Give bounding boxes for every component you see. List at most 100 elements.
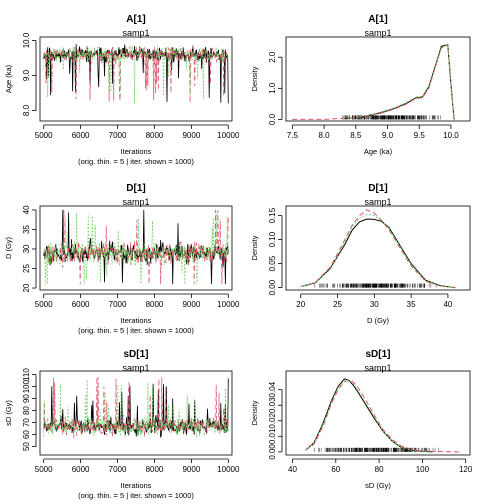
panel-1-subtitle: samp1: [364, 28, 391, 38]
panel-1-series-2-curve: [343, 44, 455, 120]
panel-2-y-tick-label-3: 35: [22, 224, 31, 233]
panel-2-series-2-line: [43, 212, 229, 285]
panel-2-subtitle: samp1: [122, 197, 149, 207]
panel-4-y-tick-label-0: 50: [22, 442, 31, 451]
panel-2-x-tick-label-0: 5000: [35, 300, 53, 309]
panel-4-y-tick-label-6: 110: [22, 368, 31, 381]
panel-2-xlabel: Iterations: [121, 316, 152, 325]
panel-5-frame: [285, 370, 471, 456]
panel-2-note: (orig. thin. = 5 | iter. shown = 1000): [78, 326, 194, 335]
panel-0-xlabel: Iterations: [121, 147, 152, 156]
panel-4-y-tick-label-4: 90: [22, 394, 31, 403]
panel-3-x-tick-label-2: 30: [370, 300, 379, 309]
panel-4-x-tick-label-1: 6000: [72, 465, 90, 474]
panel-5-title: sD[1]: [365, 349, 390, 360]
panel-0-x-tick-label-0: 5000: [35, 131, 53, 140]
panel-5-plot-area: [305, 378, 462, 453]
panel-5-x-tick-label-1: 60: [331, 465, 340, 474]
panel-5-y-tick-label-1: 0.01: [268, 428, 277, 444]
panel-1-x-tick-label-3: 9.0: [382, 131, 394, 140]
panel-1-x-tick-label-4: 9.5: [414, 131, 426, 140]
panel-5-y-tick-label-2: 0.02: [268, 412, 277, 428]
panel-4-note: (orig. thin. = 5 | iter. shown = 1000): [78, 491, 194, 500]
panel-4-y-tick-label-1: 60: [22, 430, 31, 439]
panel-1-frame: [285, 36, 471, 122]
panel-3-x-tick-label-1: 25: [333, 300, 342, 309]
panel-0-subtitle: samp1: [122, 28, 149, 38]
panel-4-x-tick-label-0: 5000: [35, 465, 53, 474]
panel-0-ylabel: Age (ka): [4, 64, 13, 93]
panel-0-y-tick-label-2: 10.0: [22, 32, 31, 48]
panel-3-frame: [285, 205, 471, 291]
panel-2-x-tick-label-1: 6000: [72, 300, 90, 309]
panel-3-series-2-curve: [300, 214, 456, 289]
panel-2-series-0-line: [43, 209, 229, 285]
panel-5-y-tick-label-0: 0.00: [268, 444, 277, 460]
panel-4-xlabel: Iterations: [121, 481, 152, 490]
panel-2-x-tick-label-3: 8000: [146, 300, 164, 309]
panel-0-y-tick-label-0: 8.0: [22, 104, 31, 116]
panel-3-subtitle: samp1: [364, 197, 391, 207]
panel-3-x-tick-label-4: 40: [443, 300, 452, 309]
panel-0-x-tick-label-1: 6000: [72, 131, 90, 140]
panel-0-x-tick-label-2: 7000: [109, 131, 127, 140]
panel-4-plot-area: [43, 376, 229, 439]
panel-0-series-2-line: [43, 44, 229, 104]
panel-5-series-0-curve: [305, 378, 434, 453]
panel-5-x-tick-label-0: 40: [288, 465, 297, 474]
panel-0-series-1-line: [43, 46, 229, 103]
panel-2-title: D[1]: [126, 183, 145, 194]
panel-0-y-tick-label-1: 9.0: [22, 69, 31, 81]
panel-3-series-0-curve: [300, 218, 456, 289]
panel-1-plot-area: [292, 43, 455, 120]
panel-3-y-tick-label-3: 0.15: [268, 207, 277, 223]
panel-2-frame: [39, 205, 233, 291]
panel-2-y-tick-label-0: 20: [22, 283, 31, 292]
panel-0-note: (orig. thin. = 5 | iter. shown = 1000): [78, 157, 194, 166]
panel-5-rug: [314, 447, 439, 452]
panel-4-x-tick-label-3: 8000: [146, 465, 164, 474]
panel-0-plot-area: [43, 44, 229, 104]
panel-5-ylabel: Density: [250, 400, 259, 425]
panel-5-x-tick-label-4: 120: [459, 465, 473, 474]
panel-5-xlabel: sD (Gy): [365, 481, 391, 490]
panel-4-x-tick-label-2: 7000: [109, 465, 127, 474]
panel-3-y-tick-label-2: 0.10: [268, 231, 277, 247]
panel-4-series-1-line: [43, 376, 229, 439]
panel-4-y-tick-label-5: 100: [22, 379, 31, 393]
panel-5-series-1-curve: [305, 379, 462, 453]
panel-3-series-1-curve: [300, 209, 456, 289]
panel-4-ylabel: sD (Gy): [4, 400, 13, 426]
panel-3-title: D[1]: [368, 183, 387, 194]
panel-1-series-1-curve: [292, 43, 455, 120]
panel-3-xlabel: D (Gy): [367, 316, 390, 325]
panel-1-title: A[1]: [368, 14, 387, 25]
panel-4-series-2-line: [43, 379, 229, 438]
panel-4-frame: [39, 370, 233, 456]
panel-1-x-tick-label-1: 8.0: [319, 131, 331, 140]
panel-4-y-tick-label-3: 80: [22, 406, 31, 415]
panel-3-rug: [314, 283, 437, 288]
panel-1-ylabel: Density: [250, 66, 259, 91]
panel-2-plot-area: [43, 209, 229, 285]
panel-4-subtitle: samp1: [122, 363, 149, 373]
panel-0-x-tick-label-4: 9000: [182, 131, 200, 140]
panel-2-ylabel: D (Gy): [4, 236, 13, 259]
panel-5-y-tick-label-4: 0.04: [268, 381, 277, 397]
panel-2-x-tick-label-2: 7000: [109, 300, 127, 309]
panel-5-subtitle: samp1: [364, 363, 391, 373]
panel-1-y-tick-label-0: 0.0: [268, 113, 277, 125]
panel-0-x-tick-label-3: 8000: [146, 131, 164, 140]
panel-2-y-tick-label-1: 25: [22, 264, 31, 273]
panel-5-y-tick-label-3: 0.03: [268, 397, 277, 413]
panel-5-x-tick-label-2: 80: [375, 465, 384, 474]
panel-4-title: sD[1]: [123, 349, 148, 360]
panel-5-x-tick-label-3: 100: [416, 465, 430, 474]
panel-0-x-tick-label-5: 10000: [217, 131, 240, 140]
panel-3-y-tick-label-0: 0.00: [268, 279, 277, 295]
panel-3-plot-area: [300, 209, 456, 289]
panel-4-x-tick-label-5: 10000: [217, 465, 240, 474]
panel-2-x-tick-label-5: 10000: [217, 300, 240, 309]
panel-1-x-tick-label-2: 8.5: [350, 131, 362, 140]
